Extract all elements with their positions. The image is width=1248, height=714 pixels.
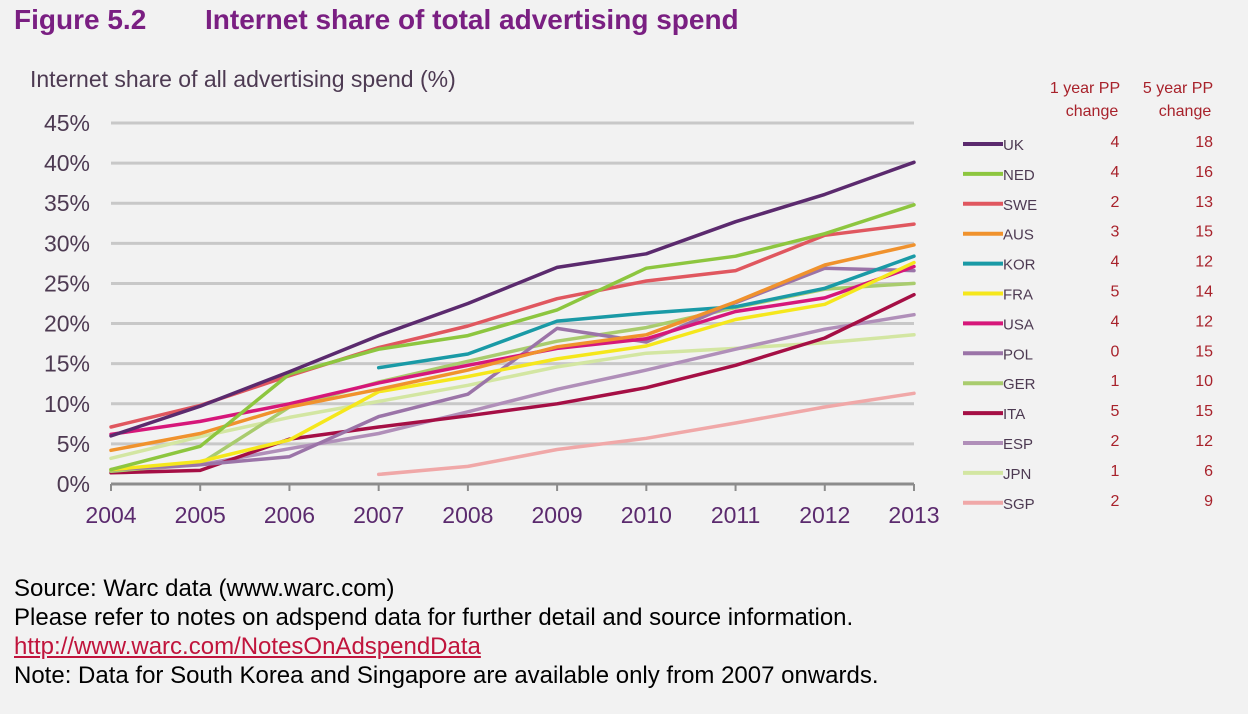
- x-tick-label: 2009: [532, 502, 583, 528]
- five-year-change: 14: [1195, 284, 1213, 301]
- series-line-fra: [109, 260, 916, 472]
- five-year-change: 12: [1195, 433, 1213, 450]
- notes-link[interactable]: http://www.warc.com/NotesOnAdspendData: [14, 633, 481, 660]
- table-header-1yr-line2: change: [1066, 103, 1119, 120]
- five-year-change: 13: [1195, 194, 1213, 211]
- refer-note: Please refer to notes on adspend data fo…: [14, 604, 854, 631]
- table-header-1yr-line1: 1 year PP: [1050, 80, 1120, 97]
- series-line-pol: [109, 266, 916, 472]
- x-tick-label: 2007: [353, 502, 404, 528]
- series-line-aus: [109, 243, 916, 453]
- legend-label-ger: GER: [1003, 376, 1036, 393]
- line-chart: Internet share of all advertising spend …: [30, 66, 1213, 528]
- one-year-change: 1: [1111, 463, 1120, 480]
- legend-label-kor: KOR: [1003, 257, 1036, 274]
- y-axis-label: Internet share of all advertising spend …: [30, 66, 456, 92]
- series-line-ita: [109, 292, 916, 475]
- legend-label-fra: FRA: [1003, 287, 1033, 304]
- five-year-change: 15: [1195, 403, 1213, 420]
- x-tick-label: 2005: [175, 502, 226, 528]
- y-tick-label: 15%: [44, 351, 90, 377]
- y-tick-label: 40%: [44, 150, 90, 176]
- x-tick-label: 2012: [799, 502, 850, 528]
- legend-label-usa: USA: [1003, 316, 1034, 333]
- one-year-change: 5: [1111, 403, 1120, 420]
- x-tick-label: 2013: [888, 502, 939, 528]
- legend-label-pol: POL: [1003, 346, 1033, 363]
- x-tick-label: 2006: [264, 502, 315, 528]
- one-year-change: 0: [1111, 343, 1120, 360]
- five-year-change: 9: [1204, 493, 1213, 510]
- one-year-change: 3: [1111, 224, 1120, 241]
- one-year-change: 2: [1111, 194, 1120, 211]
- series-line-jpn: [109, 333, 916, 461]
- one-year-change: 4: [1111, 164, 1120, 181]
- legend-label-uk: UK: [1003, 137, 1024, 154]
- y-tick-label: 0%: [57, 471, 90, 497]
- series-line-esp: [109, 312, 916, 473]
- five-year-change: 10: [1195, 373, 1213, 390]
- y-tick-label: 25%: [44, 270, 90, 296]
- chart-footer: Source: Warc data (www.warc.com) Please …: [14, 574, 879, 690]
- five-year-change: 12: [1195, 254, 1213, 271]
- table-header-5yr-line2: change: [1159, 103, 1212, 120]
- legend-label-jpn: JPN: [1003, 466, 1031, 483]
- x-tick-label: 2010: [621, 502, 672, 528]
- one-year-change: 2: [1111, 433, 1120, 450]
- one-year-change: 1: [1111, 373, 1120, 390]
- y-tick-label: 35%: [44, 190, 90, 216]
- table-header-5yr-line1: 5 year PP: [1143, 80, 1213, 97]
- legend-label-aus: AUS: [1003, 227, 1034, 244]
- y-tick-label: 45%: [44, 110, 90, 136]
- one-year-change: 2: [1111, 493, 1120, 510]
- legend-label-sgp: SGP: [1003, 496, 1035, 513]
- source-note: Source: Warc data (www.warc.com): [14, 575, 395, 602]
- legend-label-ita: ITA: [1003, 406, 1025, 423]
- x-tick-label: 2004: [85, 502, 136, 528]
- one-year-change: 4: [1111, 313, 1120, 330]
- five-year-change: 15: [1195, 343, 1213, 360]
- legend-label-esp: ESP: [1003, 436, 1033, 453]
- x-tick-label: 2008: [442, 502, 493, 528]
- series-line-swe: [109, 222, 916, 429]
- legend-label-swe: SWE: [1003, 197, 1037, 214]
- five-year-change: 12: [1195, 313, 1213, 330]
- series-line-kor: [376, 254, 916, 370]
- y-tick-label: 20%: [44, 311, 90, 337]
- figure-number: Figure 5.2: [14, 4, 147, 35]
- data-note: Note: Data for South Korea and Singapore…: [14, 662, 879, 689]
- series-line-uk: [109, 160, 916, 438]
- series-line-ned: [109, 203, 916, 472]
- five-year-change: 6: [1204, 463, 1213, 480]
- one-year-change: 4: [1111, 134, 1120, 151]
- y-tick-label: 10%: [44, 391, 90, 417]
- one-year-change: 4: [1111, 254, 1120, 271]
- x-tick-label: 2011: [711, 502, 760, 528]
- y-tick-label: 30%: [44, 230, 90, 256]
- five-year-change: 16: [1195, 164, 1213, 181]
- figure-title: Internet share of total advertising spen…: [205, 4, 739, 35]
- one-year-change: 5: [1111, 284, 1120, 301]
- five-year-change: 15: [1195, 224, 1213, 241]
- y-tick-label: 5%: [57, 431, 90, 457]
- five-year-change: 18: [1195, 134, 1213, 151]
- series-line-sgp: [376, 391, 916, 477]
- legend-label-ned: NED: [1003, 167, 1035, 184]
